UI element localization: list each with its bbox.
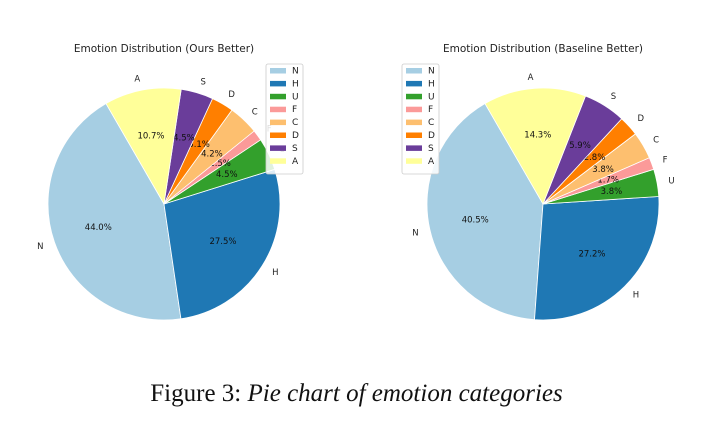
legend-swatch-c [406, 119, 422, 126]
legend-label-n: N [428, 67, 435, 77]
slice-pct-label: 1.7% [597, 176, 619, 186]
pie-slice-n [426, 102, 544, 321]
pie-slice-a [484, 87, 586, 205]
pie-chart-2: Emotion Distribution (Baseline Better) 40… [401, 43, 675, 321]
legend-label-c: C [292, 118, 298, 128]
legend-label-u: U [428, 92, 435, 102]
slice-category-label: N [412, 229, 418, 239]
legend-label-s: S [292, 144, 298, 154]
pie-slice-h [163, 168, 281, 320]
legend-swatch-d [270, 132, 286, 138]
legend-label-f: F [428, 105, 433, 115]
slice-pct-label: 3.1% [188, 140, 210, 150]
slice-pct-label: 3.8% [592, 165, 614, 175]
slice-pct-label: 10.7% [137, 132, 164, 142]
legend-label-h: H [292, 79, 299, 89]
pie-slice-a [105, 87, 182, 206]
legend-swatch-s [406, 145, 422, 151]
legend-label-d: D [292, 131, 299, 141]
legend-label-c: C [428, 118, 434, 128]
slice-category-label: N [37, 242, 43, 252]
slice-pct-label: 5.9% [569, 141, 591, 151]
emotion-pie-charts: Emotion Distribution (Ours Better) 44.0% N… [37, 43, 675, 321]
slice-pct-label: 27.2% [578, 249, 605, 259]
caption-prefix: Figure 3: [150, 380, 248, 407]
slice-category-label: C [653, 136, 659, 146]
pie-chart-1: Emotion Distribution (Ours Better) 44.0% N… [37, 43, 304, 321]
slice-pct-label: 4.5% [216, 170, 238, 180]
legend-swatch-u [270, 93, 286, 100]
figure-caption: Figure 3: Pie chart of emotion categorie… [0, 380, 713, 408]
chart-title: Emotion Distribution (Ours Better) [74, 43, 254, 55]
slice-category-label: C [252, 107, 258, 117]
legend-swatch-f [406, 106, 422, 113]
slice-pct-label: 2.8% [584, 153, 606, 163]
slice-category-label: D [228, 90, 235, 100]
legend-swatch-d [406, 132, 422, 138]
legend-label-u: U [292, 92, 299, 102]
legend-label-f: F [292, 105, 297, 115]
legend-swatch-n [406, 68, 422, 74]
legend-label-a: A [292, 157, 299, 167]
slice-category-label: S [611, 92, 616, 102]
legend-label-n: N [292, 67, 299, 77]
slice-category-label: H [272, 268, 278, 278]
slice-pct-label: 27.5% [209, 237, 236, 247]
legend-swatch-f [270, 106, 286, 113]
legend-swatch-a [406, 158, 422, 164]
legend-swatch-s [270, 145, 286, 151]
chart-title: Emotion Distribution (Baseline Better) [443, 43, 643, 55]
slice-pct-label: 1.5% [209, 159, 231, 169]
legend-swatch-h [406, 80, 422, 87]
pie-slice-n [47, 102, 182, 321]
slice-pct-label: 14.3% [524, 131, 551, 141]
legend-label-a: A [428, 157, 435, 167]
slice-category-label: D [638, 114, 645, 124]
pie-slice-h [534, 196, 660, 321]
slice-category-label: A [134, 75, 140, 85]
slice-pct-label: 44.0% [85, 223, 112, 233]
legend-swatch-c [270, 119, 286, 126]
slice-category-label: H [633, 291, 639, 301]
slice-pct-label: 40.5% [462, 216, 489, 226]
legend-swatch-n [270, 68, 286, 74]
slice-category-label: S [201, 78, 206, 88]
legend-label-s: S [428, 144, 434, 154]
legend-label-d: D [428, 131, 435, 141]
slice-category-label: U [668, 177, 674, 187]
legend-swatch-u [406, 93, 422, 100]
slice-pct-label: 4.2% [201, 150, 223, 160]
caption-text: Pie chart of emotion categories [247, 380, 563, 407]
slice-pct-label: 3.8% [601, 187, 623, 197]
legend-swatch-h [270, 80, 286, 87]
slice-category-label: F [663, 155, 668, 165]
legend-swatch-a [270, 158, 286, 164]
slice-pct-label: 4.5% [173, 133, 195, 143]
legend-label-h: H [428, 79, 435, 89]
slice-category-label: A [528, 73, 534, 83]
